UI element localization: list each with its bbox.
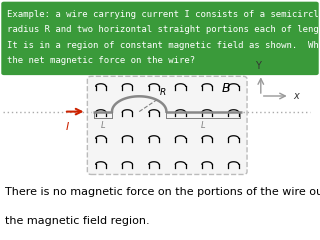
Text: radius R and two horizontal straight portions each of length L.: radius R and two horizontal straight por… bbox=[7, 25, 320, 34]
Text: There is no magnetic force on the portions of the wire outside: There is no magnetic force on the portio… bbox=[5, 187, 320, 197]
FancyBboxPatch shape bbox=[1, 2, 319, 75]
Text: the magnetic field region.: the magnetic field region. bbox=[5, 216, 149, 226]
Text: L: L bbox=[101, 121, 106, 130]
Text: R: R bbox=[160, 89, 166, 97]
Text: Example: a wire carrying current I consists of a semicircle of: Example: a wire carrying current I consi… bbox=[7, 10, 320, 19]
Text: B: B bbox=[221, 82, 230, 95]
Text: I: I bbox=[66, 122, 69, 132]
Text: the net magnetic force on the wire?: the net magnetic force on the wire? bbox=[7, 56, 195, 65]
Text: x: x bbox=[293, 91, 299, 101]
FancyBboxPatch shape bbox=[87, 76, 247, 174]
Text: L: L bbox=[201, 121, 205, 130]
Text: It is in a region of constant magnetic field as shown.  What is: It is in a region of constant magnetic f… bbox=[7, 41, 320, 50]
Text: Y: Y bbox=[255, 61, 260, 71]
